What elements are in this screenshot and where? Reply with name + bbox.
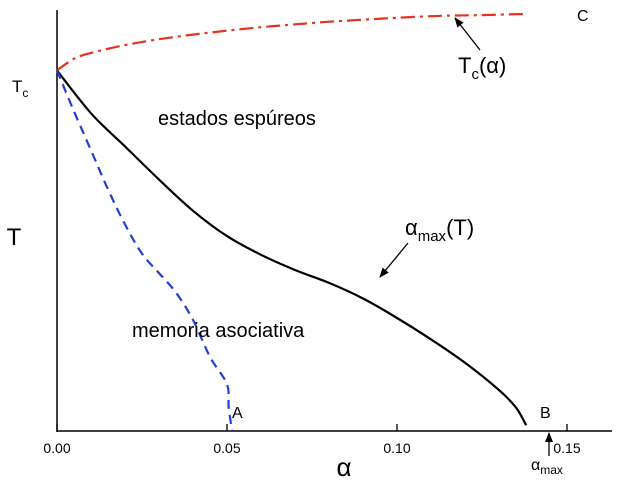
- x-tick-label: 0.15: [553, 440, 580, 456]
- tc-curve-arrow: [454, 17, 481, 51]
- tc-curve-label-suffix: (α): [479, 53, 506, 78]
- point-c-label: C: [577, 8, 589, 25]
- tc-axis-label: Tc: [12, 77, 28, 100]
- tc-curve-label: Tc(α): [458, 53, 506, 83]
- region-upper-label: estados espúreos: [158, 108, 316, 130]
- amax-axis-label-main: α: [531, 457, 540, 474]
- amax-curve-arrow: [379, 242, 409, 278]
- point-b-label: B: [540, 405, 551, 422]
- amax-axis-label: αmax: [531, 457, 563, 477]
- tc-axis-label-sub: c: [22, 86, 28, 100]
- tc-alpha-curve: [56, 12, 527, 72]
- x-tick-label: 0.10: [383, 440, 410, 456]
- amax-axis-label-sub: max: [540, 463, 563, 477]
- memory-boundary-curve: [55, 69, 234, 432]
- x-tick-label: 0.00: [43, 440, 70, 456]
- amax-t-curve: [56, 69, 528, 426]
- amax-curve-label-main: α: [405, 215, 418, 240]
- curves-group: [55, 12, 528, 432]
- x-axis-label: α: [336, 452, 351, 482]
- amax-curve-label: αmax(T): [405, 215, 474, 245]
- amax-curve-label-suffix: (T): [446, 215, 474, 240]
- x-tick-label: 0.05: [213, 440, 240, 456]
- amax-curve-label-sub: max: [418, 228, 447, 245]
- y-axis-label: T: [7, 224, 22, 251]
- tc-curve-label-main: T: [458, 53, 471, 78]
- tc-axis-label-main: T: [12, 77, 22, 96]
- region-lower-label: memoria asociativa: [132, 320, 305, 342]
- x-axis-ticks: 0.00 0.05 0.10 0.15: [43, 424, 581, 456]
- point-a-label: A: [232, 405, 243, 422]
- tc-curve-label-sub: c: [471, 66, 479, 83]
